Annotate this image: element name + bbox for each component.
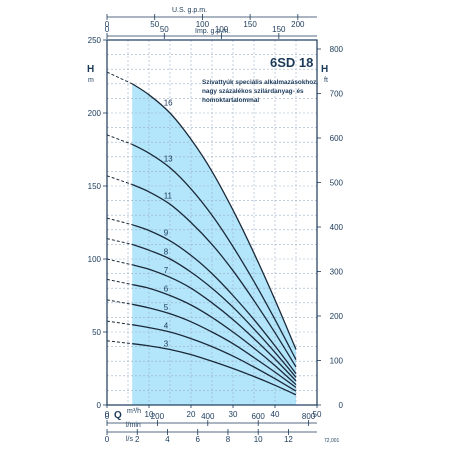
x-ls-tick-label: 10	[254, 435, 263, 444]
y-tick-label-ft: 100	[330, 356, 344, 365]
y-tick-label-m: 200	[88, 109, 102, 118]
chart-note-line-2: nagy százalékos szilárdanyag- és	[202, 88, 304, 95]
y-tick-label-ft: 0	[339, 401, 344, 410]
y-axis-unit-left: m	[88, 77, 94, 84]
x-lmin-tick-label: 400	[201, 412, 215, 421]
curve-dashed-11	[106, 175, 133, 185]
curve-label-5: 5	[164, 303, 169, 312]
curve-4	[132, 324, 297, 392]
curve-dashed-8	[106, 238, 133, 245]
x-ls-tick-label: 12	[284, 435, 293, 444]
curve-label-7: 7	[164, 266, 169, 275]
curve-3	[132, 343, 297, 396]
curve-5	[132, 303, 297, 389]
y-tick-label-ft: 200	[330, 312, 344, 321]
curve-11	[131, 183, 297, 368]
curve-dashed-6	[106, 278, 133, 286]
curve-label-9: 9	[164, 229, 169, 238]
x-axis-unit-m3h: m³/h	[127, 408, 141, 415]
x-tick-label-m3h: 20	[187, 410, 196, 419]
axes-layer: 0501001502002500100200300400500600700800…	[88, 14, 344, 444]
curve-dashed-7	[106, 258, 133, 266]
curve-dashed-16	[106, 71, 133, 85]
x-usgpm-tick-label: 0	[105, 20, 110, 29]
y-tick-label-ft: 500	[330, 178, 344, 187]
x-axis-unit-lmin: l/min	[126, 422, 141, 429]
y-tick-label-m: 150	[88, 182, 102, 191]
x-usgpm-tick-label: 150	[243, 20, 257, 29]
curve-dashed-9	[106, 217, 133, 226]
x-axis-unit-ls: l/s	[126, 436, 134, 443]
curve-7	[132, 264, 297, 382]
x-ls-tick-label: 4	[165, 435, 170, 444]
x-ls-tick-label: 0	[105, 435, 110, 444]
y-axis-letter-left: H	[87, 64, 94, 75]
x-usgpm-tick-label: 200	[291, 20, 305, 29]
x-usgpm-tick-label: 100	[196, 20, 210, 29]
curve-dashed-3	[106, 340, 133, 345]
curve-9	[131, 224, 297, 374]
x-lmin-tick-label: 0	[105, 412, 110, 421]
x-ls-tick-label: 8	[226, 435, 231, 444]
curve-label-3: 3	[164, 339, 169, 348]
x-lmin-tick-label: 600	[252, 412, 266, 421]
x-tick-label-m3h: 0	[105, 410, 110, 419]
y-tick-label-ft: 700	[330, 89, 344, 98]
y-tick-label-m: 0	[97, 401, 102, 410]
x-tick-label-m3h: 40	[271, 410, 280, 419]
x-axis-unit-impgpm: Imp. g.p.m.	[195, 28, 230, 35]
y-tick-label-ft: 400	[330, 223, 344, 232]
x-axis-unit-usgpm: U.S. g.p.m.	[172, 7, 207, 14]
x-impgpm-tick-label: 100	[215, 25, 229, 34]
plot-frame	[106, 39, 318, 406]
curve-8	[131, 243, 297, 378]
x-axis-letter-q: Q	[114, 410, 122, 421]
curve-6	[132, 283, 297, 386]
operating-range-band	[132, 83, 296, 406]
chart-note-line-3: homoktartalommal	[202, 97, 259, 104]
curve-13	[131, 143, 297, 361]
curve-dashed-13	[106, 134, 133, 145]
y-tick-label-ft: 600	[330, 134, 344, 143]
y-tick-label-ft: 800	[330, 45, 344, 54]
curve-label-6: 6	[164, 284, 169, 293]
chart-note-line-1: Szivattyúk speciális alkalmazásokhoz,	[202, 79, 318, 86]
curve-dashed-4	[106, 320, 133, 326]
curves-layer: 3 4 5 6 7 8 9 11 13 16	[106, 71, 297, 396]
y-tick-label-m: 50	[92, 328, 101, 337]
x-ls-tick-label: 2	[135, 435, 140, 444]
operating-range-layer	[132, 83, 296, 406]
y-tick-label-m: 100	[88, 255, 102, 264]
x-tick-label-m3h: 30	[229, 410, 238, 419]
x-tick-label-m3h: 50	[313, 410, 322, 419]
x-lmin-tick-label: 200	[151, 412, 165, 421]
y-axis-letter-right: H	[321, 64, 328, 75]
curve-label-16: 16	[164, 99, 173, 108]
x-impgpm-tick-label: 50	[160, 25, 169, 34]
curve-dashed-5	[106, 299, 133, 305]
x-impgpm-tick-label: 0	[105, 25, 110, 34]
curve-16	[131, 83, 297, 350]
y-tick-label-m: 250	[88, 36, 102, 45]
curve-label-8: 8	[164, 247, 169, 256]
x-usgpm-tick-label: 50	[150, 20, 159, 29]
curve-label-13: 13	[164, 154, 173, 163]
chart-code: 72,001	[324, 438, 340, 444]
x-ls-tick-label: 6	[195, 435, 200, 444]
y-tick-label-ft: 300	[330, 267, 344, 276]
x-tick-label-m3h: 10	[145, 410, 154, 419]
x-lmin-tick-label: 800	[302, 412, 316, 421]
chart-title: 6SD 18	[270, 55, 313, 70]
curve-label-11: 11	[164, 192, 173, 201]
y-axis-unit-right: ft	[324, 77, 328, 84]
x-impgpm-tick-label: 150	[272, 25, 286, 34]
curve-label-4: 4	[164, 322, 169, 331]
frame-layer	[106, 39, 318, 406]
